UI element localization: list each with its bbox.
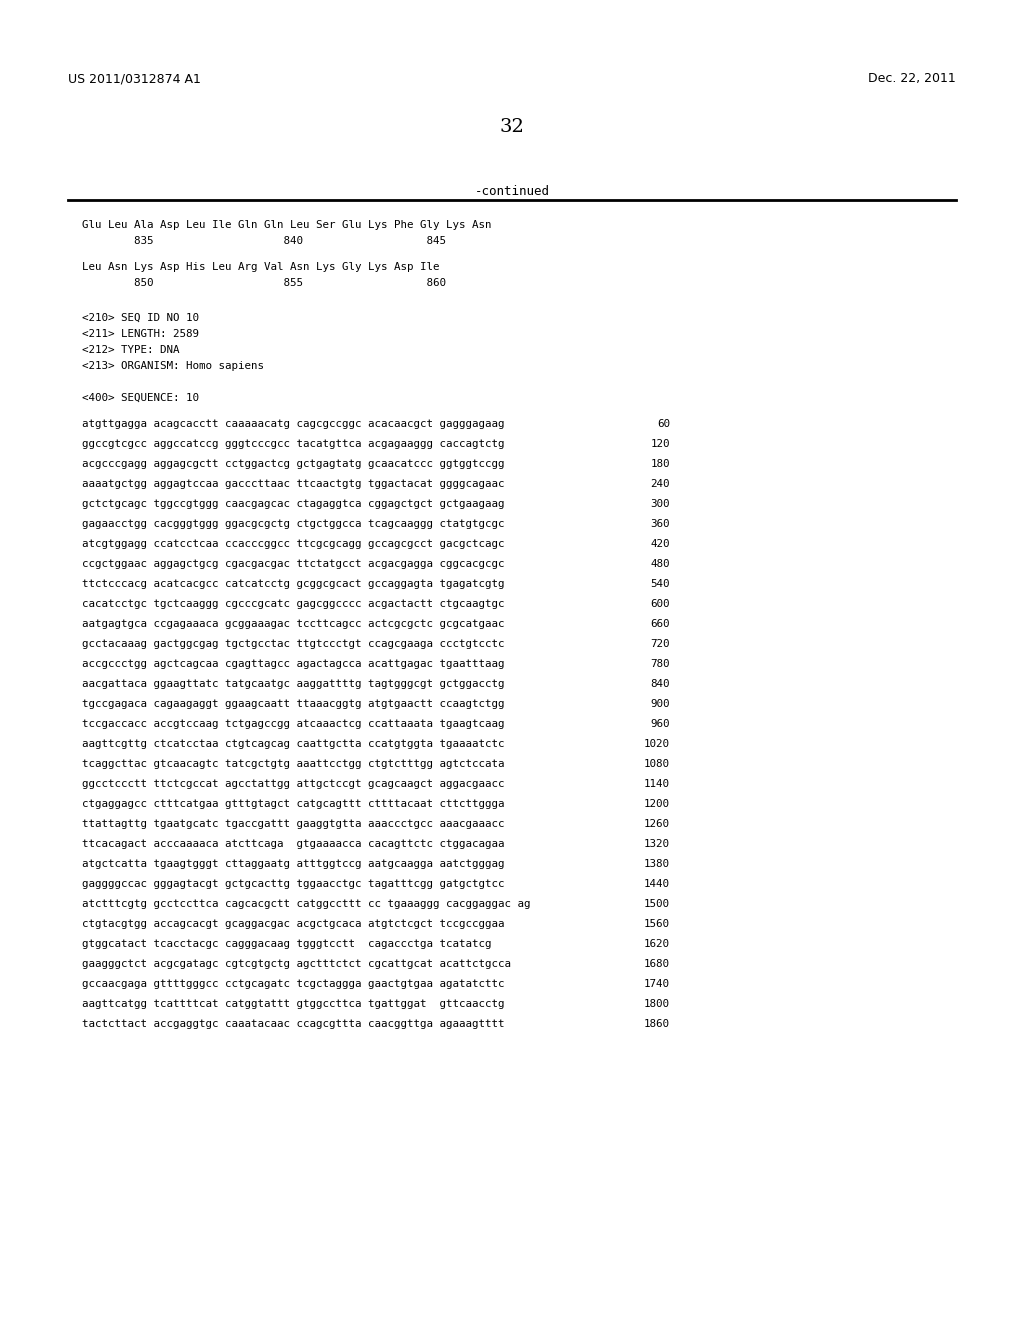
- Text: 1200: 1200: [644, 799, 670, 809]
- Text: ccgctggaac aggagctgcg cgacgacgac ttctatgcct acgacgagga cggcacgcgc: ccgctggaac aggagctgcg cgacgacgac ttctatg…: [82, 558, 505, 569]
- Text: gccaacgaga gttttgggcc cctgcagatc tcgctaggga gaactgtgaa agatatcttc: gccaacgaga gttttgggcc cctgcagatc tcgctag…: [82, 979, 505, 989]
- Text: ctgtacgtgg accagcacgt gcaggacgac acgctgcaca atgtctcgct tccgccggaa: ctgtacgtgg accagcacgt gcaggacgac acgctgc…: [82, 919, 505, 929]
- Text: atgttgagga acagcacctt caaaaacatg cagcgccggc acacaacgct gagggagaag: atgttgagga acagcacctt caaaaacatg cagcgcc…: [82, 418, 505, 429]
- Text: 1740: 1740: [644, 979, 670, 989]
- Text: aagttcatgg tcattttcat catggtattt gtggccttca tgattggat  gttcaacctg: aagttcatgg tcattttcat catggtattt gtggcct…: [82, 999, 505, 1008]
- Text: gcctacaaag gactggcgag tgctgcctac ttgtccctgt ccagcgaaga ccctgtcctc: gcctacaaag gactggcgag tgctgcctac ttgtccc…: [82, 639, 505, 649]
- Text: atctttcgtg gcctccttca cagcacgctt catggccttt cc tgaaaggg cacggaggac ag: atctttcgtg gcctccttca cagcacgctt catggcc…: [82, 899, 530, 909]
- Text: 720: 720: [650, 639, 670, 649]
- Text: aatgagtgca ccgagaaaca gcggaaagac tccttcagcc actcgcgctc gcgcatgaac: aatgagtgca ccgagaaaca gcggaaagac tccttca…: [82, 619, 505, 630]
- Text: 850                    855                   860: 850 855 860: [82, 279, 446, 288]
- Text: ttctcccacg acatcacgcc catcatcctg gcggcgcact gccaggagta tgagatcgtg: ttctcccacg acatcacgcc catcatcctg gcggcgc…: [82, 579, 505, 589]
- Text: US 2011/0312874 A1: US 2011/0312874 A1: [68, 73, 201, 84]
- Text: <210> SEQ ID NO 10: <210> SEQ ID NO 10: [82, 313, 199, 323]
- Text: 32: 32: [500, 117, 524, 136]
- Text: 60: 60: [657, 418, 670, 429]
- Text: tccgaccacc accgtccaag tctgagccgg atcaaactcg ccattaaata tgaagtcaag: tccgaccacc accgtccaag tctgagccgg atcaaac…: [82, 719, 505, 729]
- Text: <213> ORGANISM: Homo sapiens: <213> ORGANISM: Homo sapiens: [82, 360, 264, 371]
- Text: 300: 300: [650, 499, 670, 510]
- Text: accgccctgg agctcagcaa cgagttagcc agactagcca acattgagac tgaatttaag: accgccctgg agctcagcaa cgagttagcc agactag…: [82, 659, 505, 669]
- Text: ctgaggagcc ctttcatgaa gtttgtagct catgcagttt cttttacaat cttcttggga: ctgaggagcc ctttcatgaa gtttgtagct catgcag…: [82, 799, 505, 809]
- Text: 840: 840: [650, 678, 670, 689]
- Text: 1680: 1680: [644, 960, 670, 969]
- Text: 420: 420: [650, 539, 670, 549]
- Text: 1140: 1140: [644, 779, 670, 789]
- Text: 1080: 1080: [644, 759, 670, 770]
- Text: 1560: 1560: [644, 919, 670, 929]
- Text: tcaggcttac gtcaacagtc tatcgctgtg aaattcctgg ctgtctttgg agtctccata: tcaggcttac gtcaacagtc tatcgctgtg aaattcc…: [82, 759, 505, 770]
- Text: 600: 600: [650, 599, 670, 609]
- Text: tgccgagaca cagaagaggt ggaagcaatt ttaaacggtg atgtgaactt ccaagtctgg: tgccgagaca cagaagaggt ggaagcaatt ttaaacg…: [82, 700, 505, 709]
- Text: Glu Leu Ala Asp Leu Ile Gln Gln Leu Ser Glu Lys Phe Gly Lys Asn: Glu Leu Ala Asp Leu Ile Gln Gln Leu Ser …: [82, 220, 492, 230]
- Text: aagttcgttg ctcatcctaa ctgtcagcag caattgctta ccatgtggta tgaaaatctc: aagttcgttg ctcatcctaa ctgtcagcag caattgc…: [82, 739, 505, 748]
- Text: gtggcatact tcacctacgc cagggacaag tgggtcctt  cagaccctga tcatatcg: gtggcatact tcacctacgc cagggacaag tgggtcc…: [82, 939, 492, 949]
- Text: aacgattaca ggaagttatc tatgcaatgc aaggattttg tagtgggcgt gctggacctg: aacgattaca ggaagttatc tatgcaatgc aaggatt…: [82, 678, 505, 689]
- Text: acgcccgagg aggagcgctt cctggactcg gctgagtatg gcaacatccc ggtggtccgg: acgcccgagg aggagcgctt cctggactcg gctgagt…: [82, 459, 505, 469]
- Text: gagaacctgg cacgggtggg ggacgcgctg ctgctggcca tcagcaaggg ctatgtgcgc: gagaacctgg cacgggtggg ggacgcgctg ctgctgg…: [82, 519, 505, 529]
- Text: gaggggccac gggagtacgt gctgcacttg tggaacctgc tagatttcgg gatgctgtcc: gaggggccac gggagtacgt gctgcacttg tggaacc…: [82, 879, 505, 888]
- Text: ttattagttg tgaatgcatc tgaccgattt gaaggtgtta aaaccctgcc aaacgaaacc: ttattagttg tgaatgcatc tgaccgattt gaaggtg…: [82, 818, 505, 829]
- Text: <400> SEQUENCE: 10: <400> SEQUENCE: 10: [82, 393, 199, 403]
- Text: 900: 900: [650, 700, 670, 709]
- Text: 360: 360: [650, 519, 670, 529]
- Text: 1500: 1500: [644, 899, 670, 909]
- Text: <212> TYPE: DNA: <212> TYPE: DNA: [82, 345, 179, 355]
- Text: ggcctccctt ttctcgccat agcctattgg attgctccgt gcagcaagct aggacgaacc: ggcctccctt ttctcgccat agcctattgg attgctc…: [82, 779, 505, 789]
- Text: gaagggctct acgcgatagc cgtcgtgctg agctttctct cgcattgcat acattctgcca: gaagggctct acgcgatagc cgtcgtgctg agctttc…: [82, 960, 511, 969]
- Text: atcgtggagg ccatcctcaa ccacccggcc ttcgcgcagg gccagcgcct gacgctcagc: atcgtggagg ccatcctcaa ccacccggcc ttcgcgc…: [82, 539, 505, 549]
- Text: tactcttact accgaggtgc caaatacaac ccagcgttta caacggttga agaaagtttt: tactcttact accgaggtgc caaatacaac ccagcgt…: [82, 1019, 505, 1030]
- Text: Leu Asn Lys Asp His Leu Arg Val Asn Lys Gly Lys Asp Ile: Leu Asn Lys Asp His Leu Arg Val Asn Lys …: [82, 261, 439, 272]
- Text: 120: 120: [650, 440, 670, 449]
- Text: 540: 540: [650, 579, 670, 589]
- Text: 180: 180: [650, 459, 670, 469]
- Text: ggccgtcgcc aggccatccg gggtcccgcc tacatgttca acgagaaggg caccagtctg: ggccgtcgcc aggccatccg gggtcccgcc tacatgt…: [82, 440, 505, 449]
- Text: atgctcatta tgaagtgggt cttaggaatg atttggtccg aatgcaagga aatctgggag: atgctcatta tgaagtgggt cttaggaatg atttggt…: [82, 859, 505, 869]
- Text: gctctgcagc tggccgtggg caacgagcac ctagaggtca cggagctgct gctgaagaag: gctctgcagc tggccgtggg caacgagcac ctagagg…: [82, 499, 505, 510]
- Text: -continued: -continued: [474, 185, 550, 198]
- Text: 660: 660: [650, 619, 670, 630]
- Text: 1380: 1380: [644, 859, 670, 869]
- Text: 1860: 1860: [644, 1019, 670, 1030]
- Text: 480: 480: [650, 558, 670, 569]
- Text: 1620: 1620: [644, 939, 670, 949]
- Text: 780: 780: [650, 659, 670, 669]
- Text: 240: 240: [650, 479, 670, 488]
- Text: 960: 960: [650, 719, 670, 729]
- Text: 1260: 1260: [644, 818, 670, 829]
- Text: 835                    840                   845: 835 840 845: [82, 236, 446, 246]
- Text: 1440: 1440: [644, 879, 670, 888]
- Text: <211> LENGTH: 2589: <211> LENGTH: 2589: [82, 329, 199, 339]
- Text: 1020: 1020: [644, 739, 670, 748]
- Text: 1320: 1320: [644, 840, 670, 849]
- Text: Dec. 22, 2011: Dec. 22, 2011: [868, 73, 956, 84]
- Text: 1800: 1800: [644, 999, 670, 1008]
- Text: cacatcctgc tgctcaaggg cgcccgcatc gagcggcccc acgactactt ctgcaagtgc: cacatcctgc tgctcaaggg cgcccgcatc gagcggc…: [82, 599, 505, 609]
- Text: ttcacagact acccaaaaca atcttcaga  gtgaaaacca cacagttctc ctggacagaa: ttcacagact acccaaaaca atcttcaga gtgaaaac…: [82, 840, 505, 849]
- Text: aaaatgctgg aggagtccaa gacccttaac ttcaactgtg tggactacat ggggcagaac: aaaatgctgg aggagtccaa gacccttaac ttcaact…: [82, 479, 505, 488]
